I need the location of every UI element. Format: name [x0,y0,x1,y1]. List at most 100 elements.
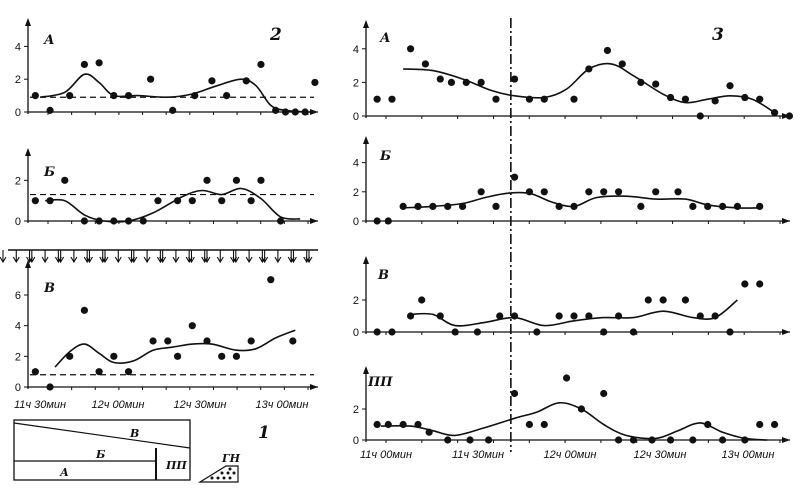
data-point [689,202,697,210]
data-point [629,328,638,336]
data-point [436,75,444,83]
chart-panel-r-pp: 0 2 ПП 11ч 00мин 11ч 30мин 12ч 00мин 12ч 30мин… [353,366,790,461]
data-point [257,176,265,184]
event-arrow [41,250,49,264]
data-point [31,197,39,205]
data-point [173,197,182,205]
data-point [384,217,392,225]
inset-label-b: Б [95,448,106,461]
data-point [110,352,118,360]
event-arrow [172,250,180,264]
data-point [444,436,452,444]
data-point [473,328,482,336]
data-point [232,176,241,184]
data-point [149,337,157,345]
data-point [756,420,764,429]
data-point [525,188,534,196]
data-point [61,176,69,184]
data-point [585,188,593,196]
data-point [600,389,608,398]
data-point [164,337,172,345]
figure-number-left: 2 [269,25,282,45]
data-point [510,312,519,320]
y-tick-label: 2 [353,404,359,416]
data-point [458,202,467,210]
event-arrow [130,250,138,264]
data-point [496,312,504,320]
data-point [373,217,381,225]
panel-label: Б [43,165,55,180]
event-arrow [245,250,253,264]
data-point [373,328,381,336]
chart-panel-r-b: 0 2 4 Б [353,136,790,228]
data-point [525,95,534,103]
event-arrow [232,250,240,264]
data-point [510,173,519,181]
y-axis-arrow [363,20,369,28]
y-axis-arrow [363,366,369,374]
data-point [462,78,470,86]
data-point [95,368,103,376]
data-point [139,217,147,225]
x-axis-arrow [782,329,790,335]
y-axis-arrow [363,256,369,264]
event-arrow [0,250,7,264]
data-point [208,77,216,85]
inset-label-a: А [59,466,69,479]
y-tick-label: 0 [353,216,359,228]
data-point [525,420,534,429]
x-tick-label: 13ч 00мин [256,399,309,411]
data-point [247,197,255,205]
data-point [95,59,103,67]
data-point [492,95,500,103]
data-point [466,436,474,444]
event-arrow [85,250,93,264]
inset-frame [13,419,191,481]
data-point [733,202,742,210]
data-point [291,108,299,116]
event-arrow [187,250,195,264]
y-tick-label: 2 [353,77,359,89]
series-curve [403,62,776,114]
series-curve [40,73,311,113]
x-tick-label: 13ч 00мин [722,449,775,461]
y-axis-arrow [363,136,369,144]
event-arrow [289,250,297,264]
inset-label-v: В [129,427,139,440]
y-tick-label: 2 [15,175,21,187]
data-point [257,60,265,69]
y-tick-label: 2 [353,295,359,307]
data-point [436,312,444,320]
x-tick-label: 11ч 00мин [360,449,412,461]
data-point [510,75,519,83]
event-arrow [101,250,109,264]
data-point [585,312,593,320]
data-point [600,188,608,196]
event-arrow [159,250,167,264]
data-point [637,78,645,86]
data-point [425,428,433,436]
data-point [726,82,734,90]
data-point [484,436,493,444]
data-point [429,202,437,210]
panel-label: А [43,33,55,48]
data-point [666,436,675,444]
data-point [704,420,712,429]
data-point [373,420,381,429]
data-point [785,112,794,120]
data-point [577,405,586,413]
data-point [756,280,764,288]
chart-panel-l-b: 0 2 Б [0,148,318,264]
x-tick-label: 12ч 30мин [634,449,687,461]
data-point [191,92,199,100]
data-point [124,368,133,376]
panel-label: В [43,281,55,296]
data-point [124,92,133,100]
inset-gn-hatch [197,465,239,483]
panel-label: А [379,31,391,46]
data-point [223,92,231,100]
y-tick-label: 6 [15,290,21,302]
y-tick-label: 4 [353,44,359,56]
data-point [388,95,396,103]
